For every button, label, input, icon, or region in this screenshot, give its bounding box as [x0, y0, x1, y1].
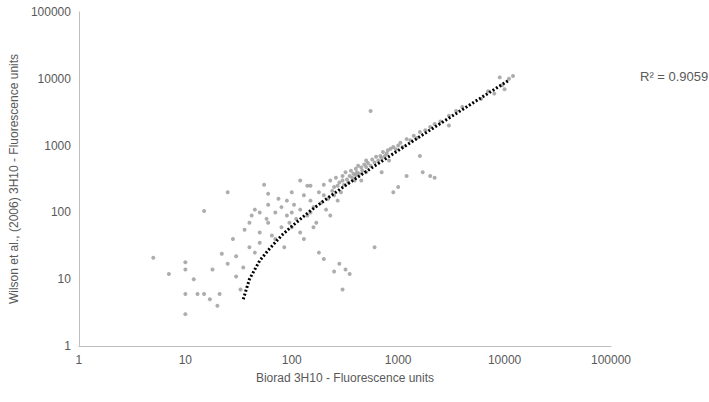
svg-text:R² = 0.9059: R² = 0.9059: [640, 69, 708, 84]
svg-text:100000: 100000: [591, 353, 631, 367]
svg-text:100: 100: [282, 353, 302, 367]
svg-text:10: 10: [179, 353, 193, 367]
svg-text:10000: 10000: [488, 353, 522, 367]
svg-text:100000: 100000: [31, 5, 71, 19]
svg-text:10: 10: [58, 272, 72, 286]
svg-text:1: 1: [76, 353, 83, 367]
svg-text:10000: 10000: [38, 72, 72, 86]
svg-text:1: 1: [64, 339, 71, 353]
svg-text:Biorad 3H10 - Fluorescence uni: Biorad 3H10 - Fluorescence units: [256, 371, 434, 385]
svg-text:1000: 1000: [385, 353, 412, 367]
svg-text:Wilson et al., (2006) 3H10 - F: Wilson et al., (2006) 3H10 - Fluorescenc…: [7, 54, 21, 304]
svg-text:100: 100: [51, 205, 71, 219]
svg-text:1000: 1000: [44, 139, 71, 153]
